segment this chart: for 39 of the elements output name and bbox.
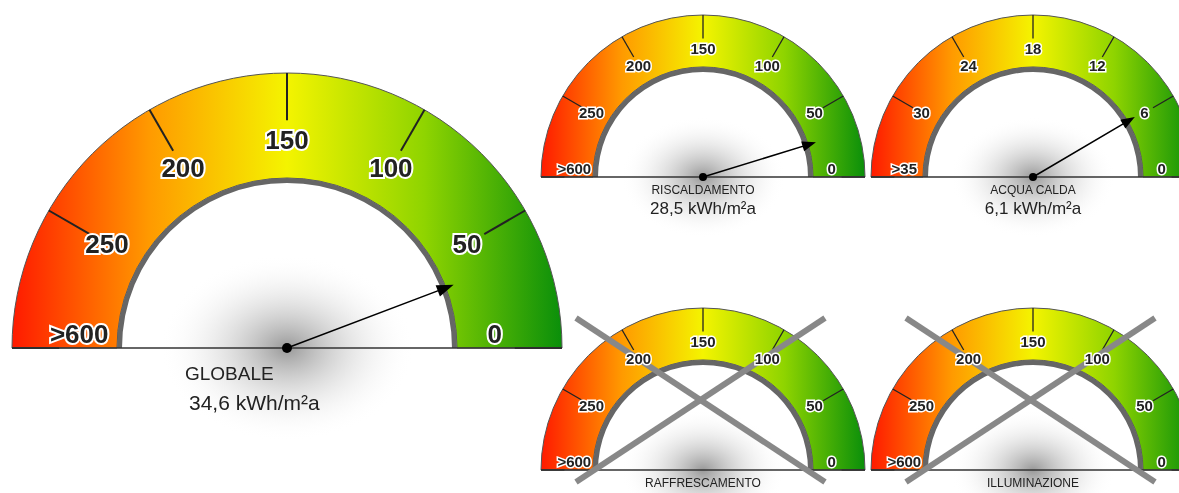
text: >600 <box>557 160 592 178</box>
text: 0 <box>827 453 836 471</box>
text: 200 <box>161 153 205 184</box>
text: ILLUMINAZIONE <box>986 476 1080 490</box>
text: 6 <box>1140 104 1149 122</box>
text: 18 <box>1024 39 1042 57</box>
data-label: 28,5 kWh/m²a <box>650 199 757 218</box>
text: 150 <box>690 39 716 57</box>
text: 50 <box>1136 397 1153 415</box>
text: RAFFRESCAMENTO <box>645 476 761 490</box>
text: 150 <box>1020 332 1046 350</box>
text: GLOBALE <box>185 363 274 384</box>
text: 30 <box>913 104 930 122</box>
text: 250 <box>579 397 605 415</box>
text: 50 <box>806 397 823 415</box>
text: >600 <box>887 453 922 471</box>
text: 150 <box>690 332 716 350</box>
text: 100 <box>754 57 780 75</box>
text: 24 <box>960 57 978 75</box>
text: 200 <box>626 57 652 75</box>
text: 50 <box>452 229 482 260</box>
text: 0 <box>1157 160 1166 178</box>
text: 250 <box>909 397 935 415</box>
text: >600 <box>557 453 592 471</box>
text: >35 <box>891 160 918 178</box>
data-label: 6,1 kWh/m²a <box>984 199 1082 218</box>
text: >600 <box>49 318 109 349</box>
text: 150 <box>265 125 309 156</box>
text: 0 <box>1157 453 1166 471</box>
text: RISCALDAMENTO <box>651 183 755 197</box>
text: 0 <box>487 318 503 349</box>
text: 12 <box>1089 57 1106 75</box>
text: 250 <box>85 229 129 260</box>
data-label: 34,6 kWh/m²a <box>189 391 321 414</box>
text: 250 <box>579 104 605 122</box>
text: ACQUA CALDA <box>990 183 1076 197</box>
text: 100 <box>369 153 413 184</box>
text: 0 <box>827 160 836 178</box>
text: 50 <box>806 104 823 122</box>
